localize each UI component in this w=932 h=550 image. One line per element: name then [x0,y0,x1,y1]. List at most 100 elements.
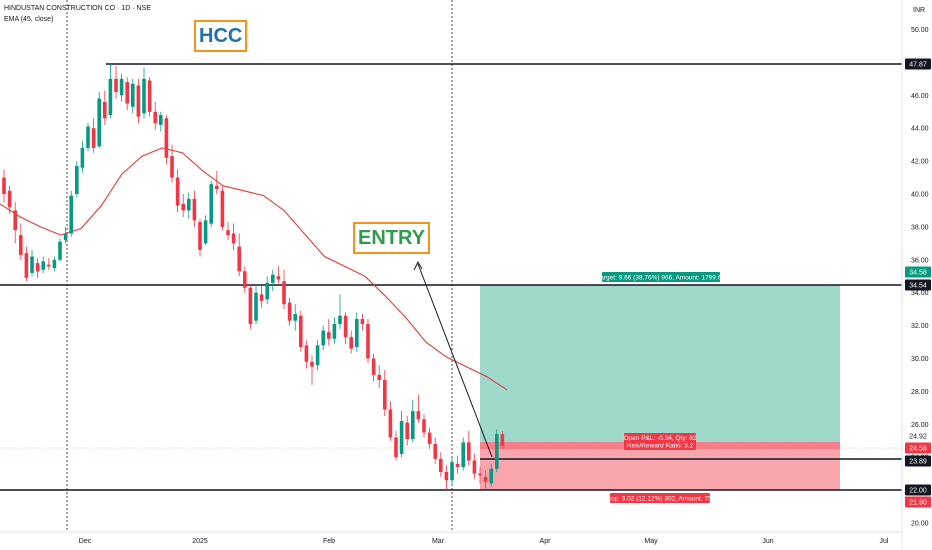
candle [500,430,505,449]
candle [41,256,45,273]
candle [136,78,141,124]
time-tick-label: Dec [79,538,92,545]
candle [394,430,398,461]
candle [91,118,96,153]
price-tick-label: 40.00 [911,192,929,199]
price-tag: 22.00 [905,484,931,496]
candle [455,455,460,474]
price-tag: 47.87 [905,58,931,70]
price-tag: 24.58 [905,442,931,454]
candle [181,194,185,218]
candle [399,411,404,458]
price-tick-label: 32.00 [911,323,929,330]
candle [383,370,387,417]
price-tag: 24.92 [905,430,931,442]
price-tick-label: 20.00 [911,521,929,528]
candle [282,269,286,310]
currency-label: INR [913,7,925,14]
candle [321,325,325,351]
candle [203,215,208,245]
candle [80,141,85,173]
candle [209,180,213,227]
time-tick-label: Jul [880,538,889,545]
candle [427,427,432,449]
svg-text:47.87: 47.87 [909,62,927,69]
candle [461,437,465,471]
candle [304,340,309,369]
candle [142,67,146,119]
indicator-label: EMA (45, close) [4,16,54,23]
candle [338,294,342,329]
candle [259,286,264,308]
candle [175,169,180,213]
candle [405,416,409,446]
price-tick-label: 42.00 [911,159,929,166]
price-tag: 34.54 [905,279,931,291]
svg-text:Risk/Reward Ratio: 3.2: Risk/Reward Ratio: 3.2 [627,443,694,450]
svg-text:34.58: 34.58 [909,270,927,277]
candle [147,77,152,117]
price-tick-label: 50.00 [911,27,929,34]
price-tick-label: 36.00 [911,257,929,264]
candle [371,353,376,382]
candle [24,246,29,282]
candle [19,223,23,260]
candle [215,170,219,194]
candle [103,90,107,125]
candle [416,394,421,423]
candle [159,111,163,132]
price-tick-label: 30.00 [911,356,929,363]
svg-text:21.90: 21.90 [909,500,927,507]
candle [411,399,415,443]
time-tick-label: 2025 [192,538,208,545]
svg-text:24.58: 24.58 [909,446,927,453]
price-tick-label: 44.00 [911,126,929,133]
price-tick-label: 34.00 [911,290,929,297]
time-tick-label: Mar [432,538,445,545]
candle [108,64,113,119]
candle [254,284,258,324]
price-tick-label: 26.00 [911,422,929,429]
time-tick-label: May [644,538,658,545]
entry-arrow[interactable] [417,263,493,458]
candle [310,355,314,385]
svg-text:23.89: 23.89 [909,459,927,466]
candle [355,312,359,352]
candle [30,249,34,277]
candle [489,463,493,487]
candle [164,115,169,165]
time-tick-label: Jun [762,538,773,545]
svg-text:22.00: 22.00 [909,488,927,495]
svg-text:Target: 9.66 (38.76%) 966, Amo: Target: 9.66 (38.76%) 966, Amount: 1799.… [597,275,725,282]
candle [192,190,197,227]
price-tag: 34.58 [905,266,931,278]
candle [366,319,370,364]
candle [444,465,449,491]
entry-arrow-head [413,260,423,271]
hcc-annotation[interactable]: HCC [194,20,248,52]
candle [276,266,281,283]
candle [153,101,157,130]
price-tick-label: 38.00 [911,224,929,231]
candle [119,73,124,102]
candle [86,123,90,152]
candle [439,452,443,477]
candle [2,169,6,203]
time-tick-label: Apr [540,538,552,545]
candle [377,365,381,389]
candle [47,258,51,270]
ema-line [0,147,508,391]
target-zone[interactable] [480,285,840,442]
entry-annotation[interactable]: ENTRY [353,222,431,254]
candle [69,190,73,237]
candle [450,457,454,486]
svg-text:34.54: 34.54 [909,283,927,290]
candle [198,218,202,257]
candle [187,192,191,219]
candle [97,92,101,148]
candle [63,226,68,244]
candle [332,317,337,344]
svg-text:24.92: 24.92 [909,434,927,441]
candle [243,266,247,293]
